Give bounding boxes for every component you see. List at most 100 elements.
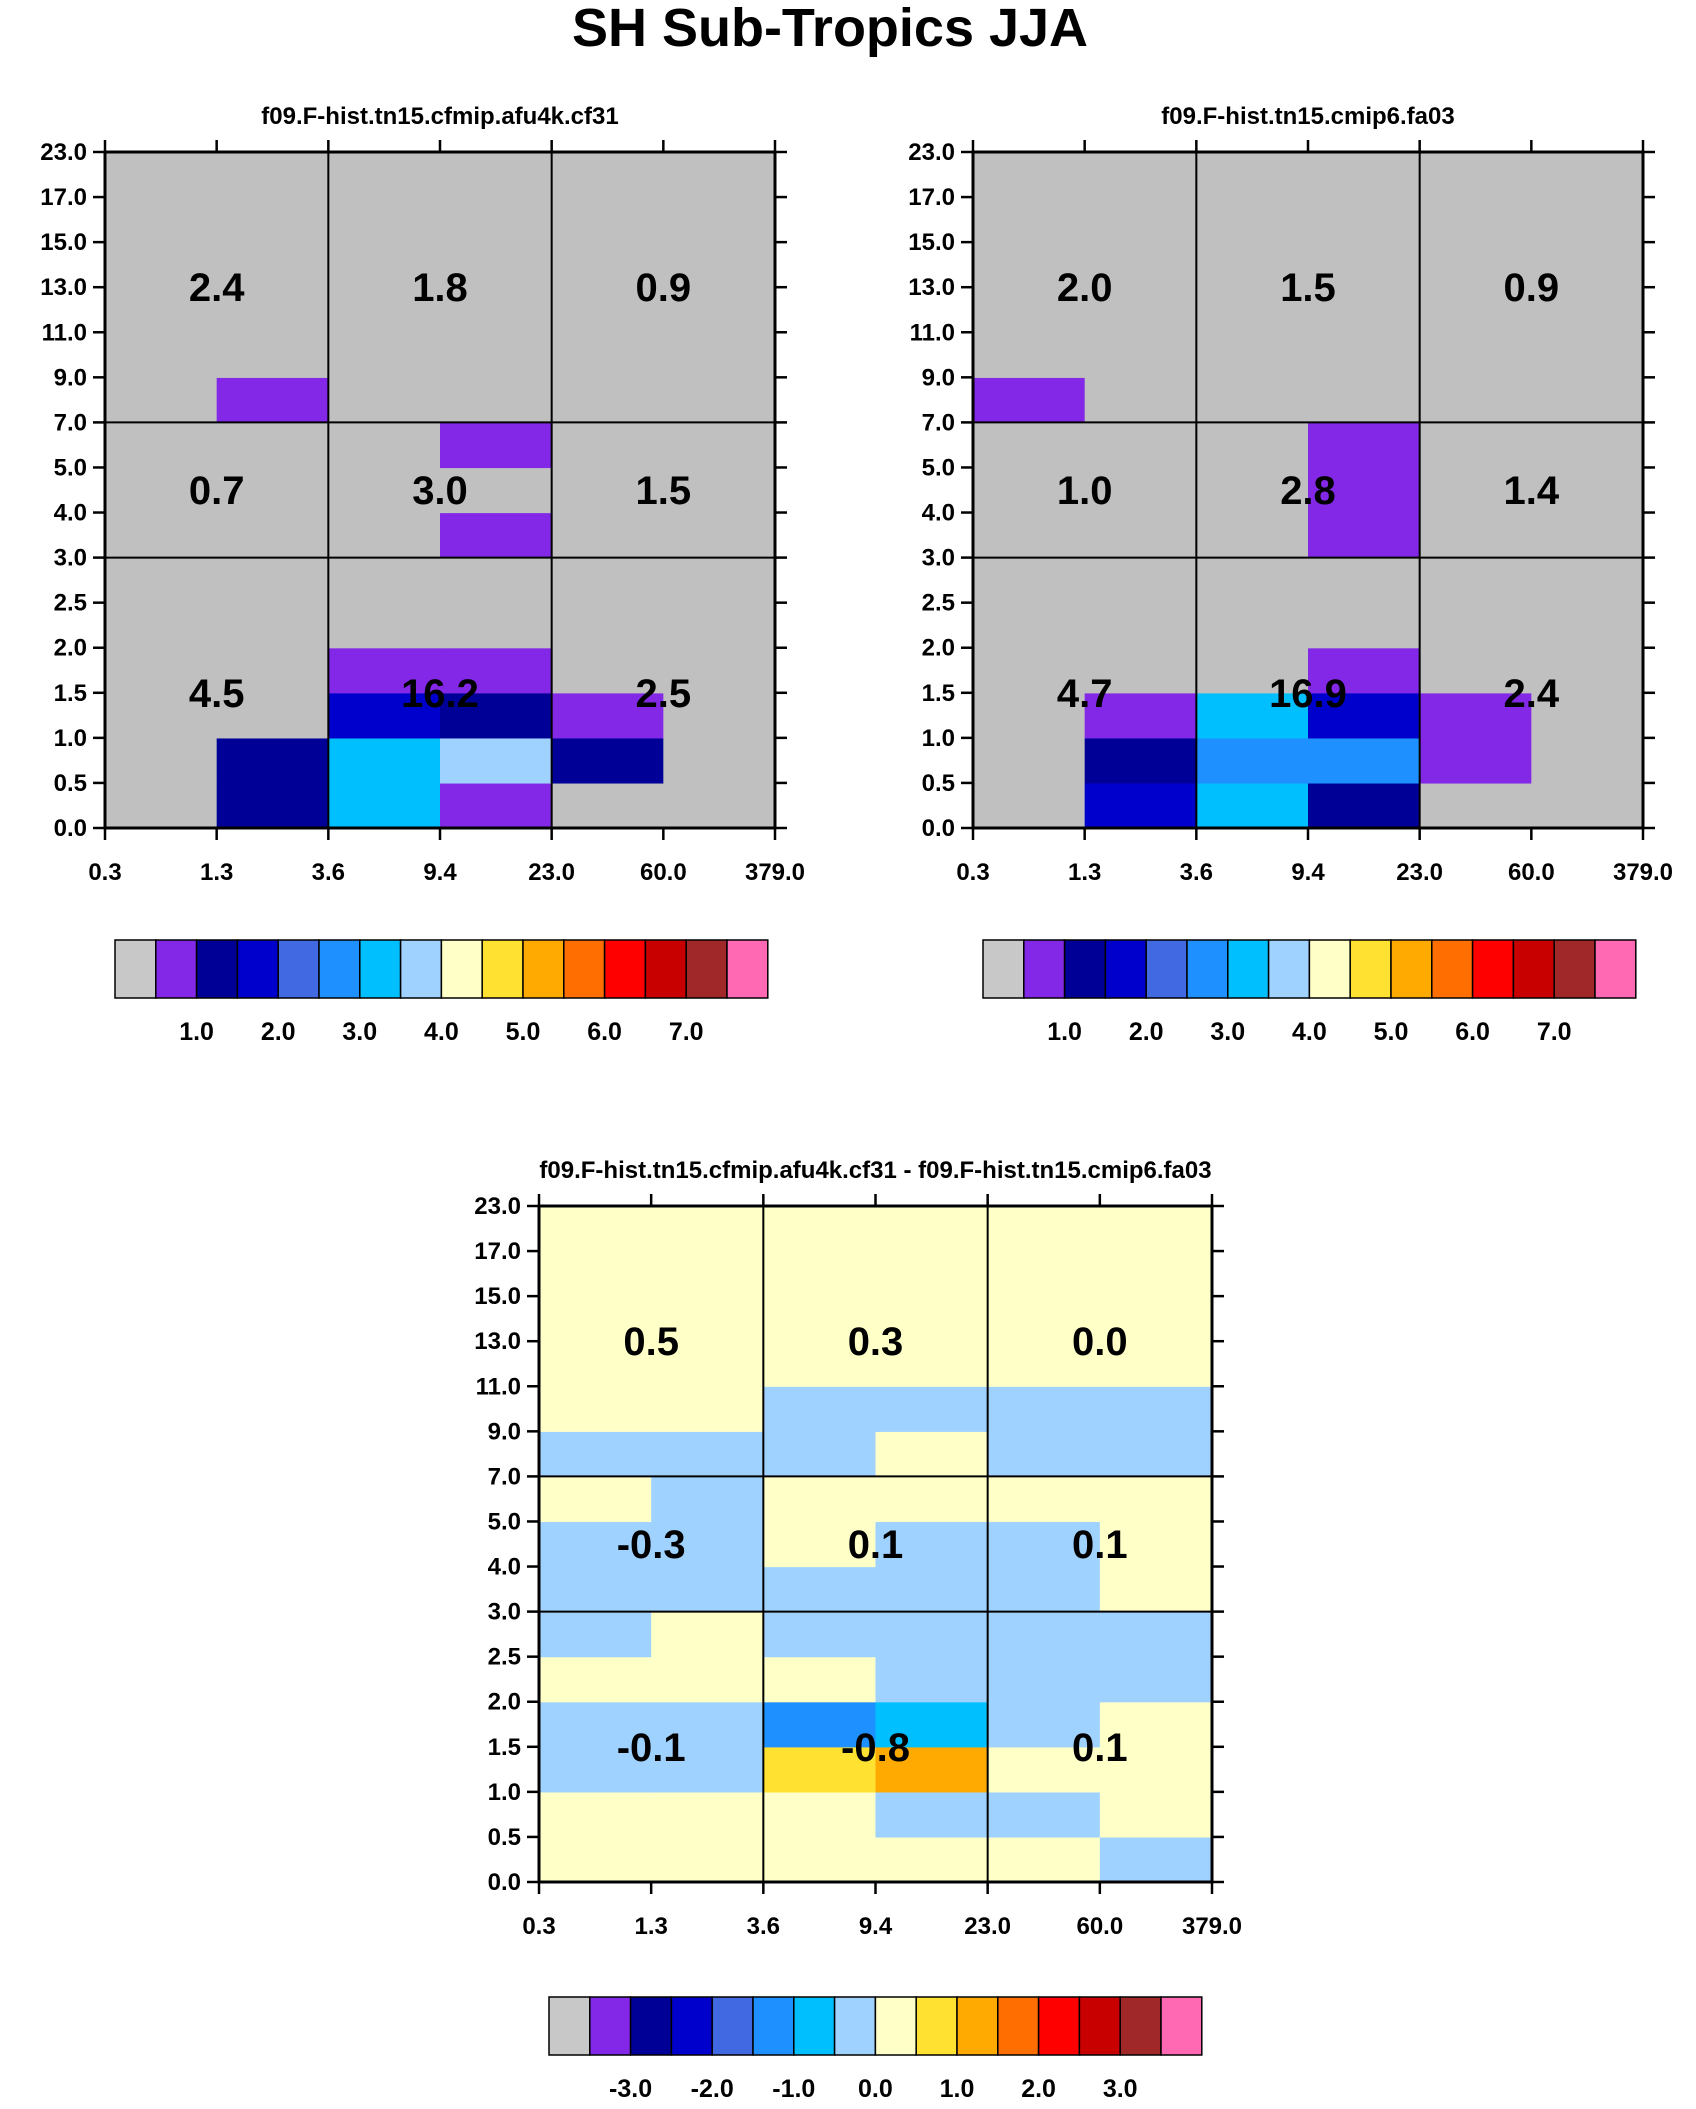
heatmap-cell [216, 737, 329, 784]
heatmap-cell [763, 1431, 877, 1477]
colorbar-box [1063, 939, 1107, 999]
heatmap-cell [105, 242, 218, 288]
heatmap-cell [763, 1746, 877, 1793]
heatmap-cell [663, 332, 776, 378]
heatmap-cell [1308, 287, 1421, 333]
heatmap-cell [1308, 152, 1421, 198]
block-sum-label: -0.3 [617, 1523, 686, 1567]
colorbar-box [1119, 1996, 1162, 2056]
y-tick-label: 5.0 [488, 1508, 521, 1535]
heatmap-cell [1531, 692, 1644, 739]
heatmap-cell [216, 692, 329, 739]
y-tick-label: 15.0 [474, 1283, 521, 1310]
heatmap-cell [1099, 1566, 1213, 1613]
heatmap-cell [663, 467, 776, 514]
y-tick-label: 7.0 [922, 409, 955, 436]
heatmap-cell [763, 1566, 877, 1613]
heatmap-cell [651, 1206, 764, 1252]
heatmap-cell [1099, 1296, 1213, 1342]
heatmap-cell [105, 557, 218, 604]
heatmap-cell [973, 287, 1086, 333]
heatmap-cell [105, 782, 218, 829]
heatmap-cell [105, 152, 218, 198]
heatmap-cell [539, 1701, 652, 1748]
heatmap-cell [875, 1431, 989, 1477]
heatmap-cell [875, 1701, 989, 1748]
heatmap-cell [328, 782, 441, 829]
y-tick-label: 5.0 [922, 454, 955, 481]
heatmap-cell [1084, 647, 1197, 694]
heatmap-cell [105, 512, 218, 559]
colorbar-label: -2.0 [691, 2075, 734, 2103]
heatmap-cell [1531, 377, 1644, 423]
colorbar-box [1186, 939, 1229, 999]
colorbar-box [1349, 939, 1392, 999]
heatmap-cell [1099, 1656, 1213, 1703]
y-tick-label: 1.0 [488, 1779, 521, 1806]
block-sum-label: 1.5 [1280, 266, 1336, 310]
heatmap-cell [651, 1521, 764, 1568]
heatmap-cell [1084, 422, 1197, 469]
heatmap-cell [105, 377, 218, 423]
heatmap-cell [328, 152, 441, 198]
heatmap-cell [1308, 782, 1421, 829]
y-tick-label: 2.0 [922, 635, 955, 662]
heatmap-cell [551, 152, 664, 198]
heatmap-cell [1308, 737, 1421, 784]
heatmap-cell [987, 1296, 1101, 1342]
colorbar-box [685, 939, 728, 999]
heatmap-cell [663, 557, 776, 604]
heatmap-cell [1531, 287, 1644, 333]
heatmap-cell [105, 602, 218, 649]
heatmap-cell [539, 1656, 652, 1703]
x-tick-label: 3.6 [747, 1913, 780, 1940]
colorbar-box [956, 1996, 999, 2056]
heatmap-cell [1308, 602, 1421, 649]
heatmap-cell [1196, 647, 1309, 694]
colorbar-label: 6.0 [587, 1018, 622, 1046]
heatmap-cell [551, 287, 664, 333]
heatmap-cell [875, 1296, 989, 1342]
heatmap-cell [987, 1836, 1101, 1883]
heatmap-cell [973, 467, 1086, 514]
y-tick-label: 4.0 [922, 500, 955, 527]
x-tick-label: 1.3 [1068, 859, 1101, 886]
heatmap-cell [1196, 467, 1309, 514]
x-tick-label: 0.3 [88, 859, 121, 886]
heatmap-cell [1084, 152, 1197, 198]
y-tick-label: 5.0 [54, 454, 87, 481]
heatmap-cell [551, 467, 664, 514]
heatmap-cell [651, 1386, 764, 1432]
colorbar-box [1227, 939, 1270, 999]
heatmap-cell [328, 287, 441, 333]
colorbar-box [359, 939, 402, 999]
heatmap-cell [1419, 512, 1532, 559]
heatmap-cell [987, 1476, 1101, 1523]
heatmap-cell [1531, 422, 1644, 469]
y-tick-label: 17.0 [40, 184, 87, 211]
heatmap-cell [1308, 692, 1421, 739]
heatmap-cell [1419, 287, 1532, 333]
heatmap-cell [987, 1791, 1101, 1838]
y-tick-label: 0.5 [488, 1824, 521, 1851]
heatmap-cell [663, 512, 776, 559]
y-tick-label: 3.0 [922, 545, 955, 572]
x-tick-label: 3.6 [1180, 859, 1213, 886]
heatmap-cell [1084, 737, 1197, 784]
y-tick-label: 0.5 [54, 770, 87, 797]
heatmap-cell [1084, 512, 1197, 559]
heatmap-cell [651, 1431, 764, 1477]
heatmap-cell [539, 1476, 652, 1523]
heatmap-cell [875, 1746, 989, 1793]
heatmap-cell [987, 1746, 1101, 1793]
colorbar-box [548, 1996, 591, 2056]
y-tick-label: 11.0 [42, 319, 87, 346]
heatmap-cell [1308, 557, 1421, 604]
colorbar-box [1308, 939, 1351, 999]
heatmap-cell [875, 1611, 989, 1658]
heatmap-cell [1084, 197, 1197, 243]
block-sum-label: 2.4 [1504, 672, 1560, 716]
heatmap-cell [328, 737, 441, 784]
heatmap-cell [551, 332, 664, 378]
heatmap-cell [216, 152, 329, 198]
